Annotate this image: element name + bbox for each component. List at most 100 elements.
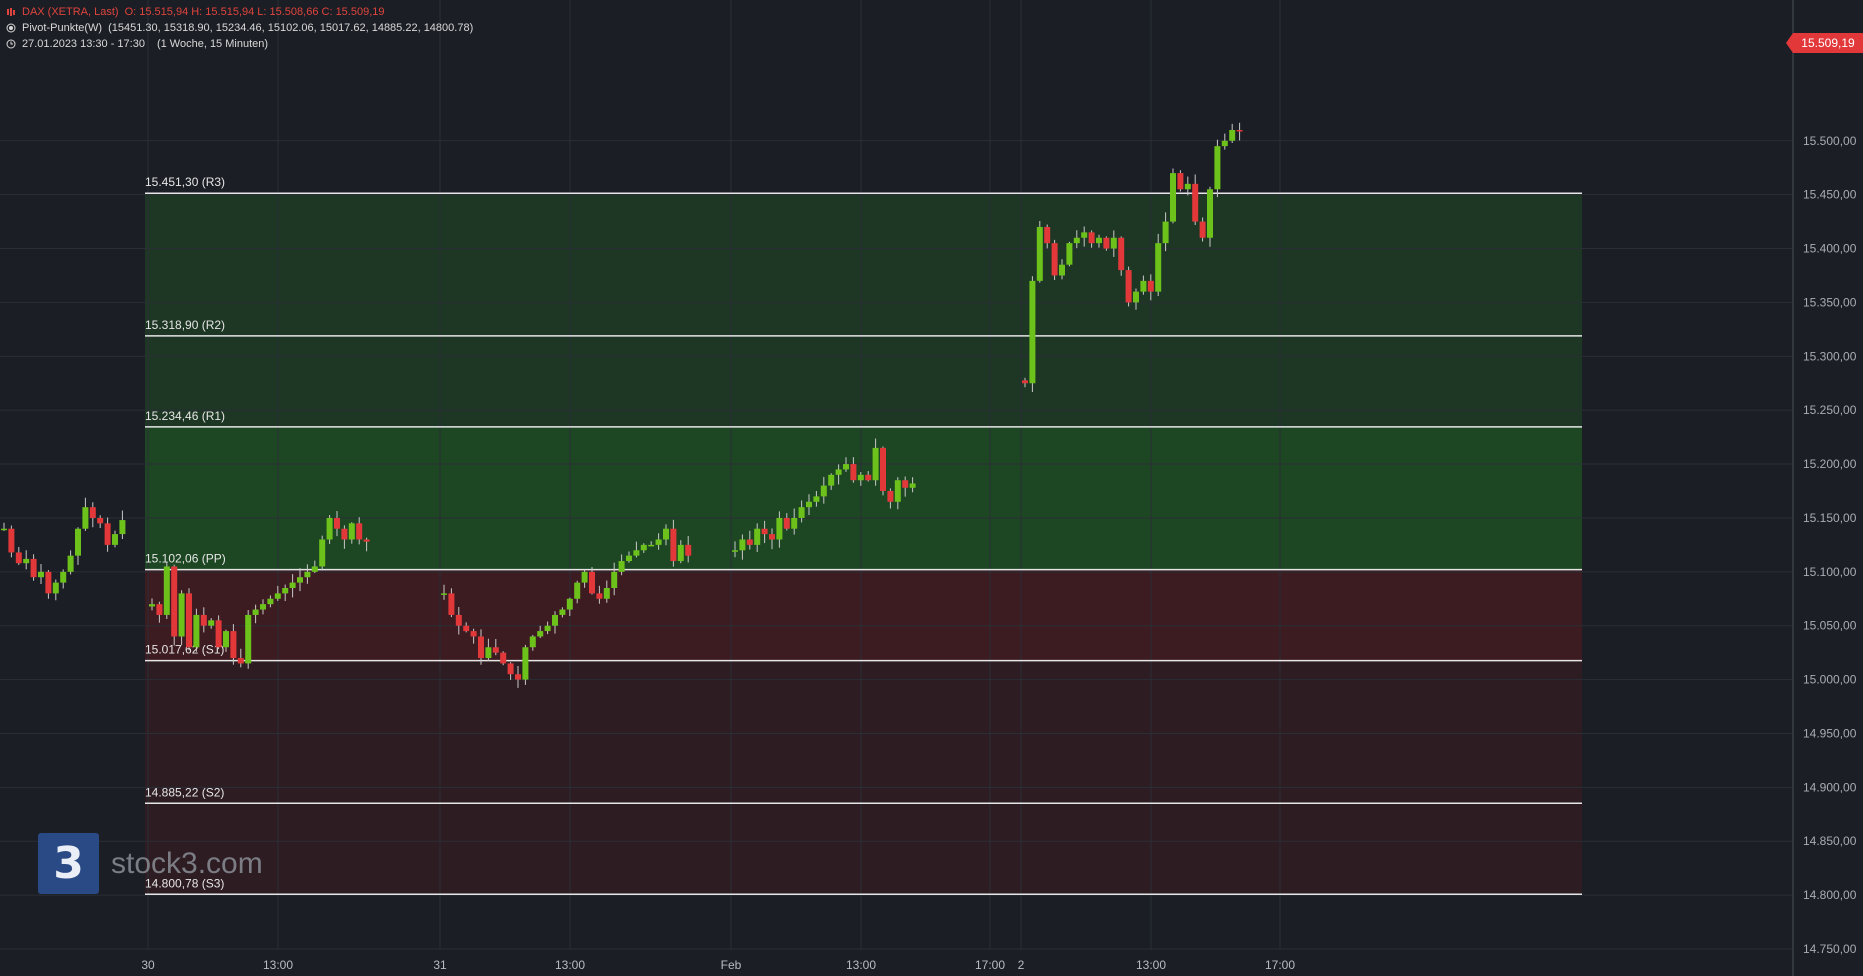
x-axis-label: 17:00 (1265, 958, 1295, 972)
candle-body (828, 474, 835, 486)
candle-body (872, 447, 879, 481)
candle-body (478, 636, 484, 659)
candle-body (89, 507, 96, 518)
candle-body (15, 552, 22, 564)
candle-body (156, 604, 163, 615)
price-axis-label: 15.100,00 (1803, 565, 1857, 579)
x-axis-label: 17:00 (975, 958, 1005, 972)
candle-body (463, 625, 470, 632)
price-axis-label: 14.800,00 (1803, 888, 1857, 902)
candle-body (1029, 280, 1036, 384)
candle-body (1155, 243, 1162, 292)
candle-body (522, 647, 529, 680)
candle-body (769, 534, 775, 540)
candle-body (1059, 264, 1065, 276)
candle-body (648, 544, 655, 547)
period-header: 27.01.2023 13:30 - 17:30 (1 Woche, 15 Mi… (6, 38, 268, 50)
candle-body (30, 558, 37, 578)
last-price-tag: 15.509,19 (1786, 33, 1863, 53)
candle-body (1088, 232, 1095, 244)
candle-body (178, 593, 185, 637)
x-axis-label: 2 (1018, 958, 1025, 972)
candle-body (1184, 183, 1191, 190)
candle-body (1162, 221, 1169, 244)
candle-body (1036, 226, 1043, 281)
candle-body (544, 625, 551, 632)
candle-body (843, 464, 849, 470)
candle-body (1096, 237, 1102, 244)
candle-body (640, 544, 647, 551)
candles (1, 122, 1243, 688)
candle-body (1044, 226, 1051, 244)
candle-body (274, 593, 281, 599)
candle-body (865, 474, 872, 481)
candle-body (581, 571, 588, 583)
candle-body (732, 550, 738, 552)
candle-body (1192, 183, 1199, 222)
price-axis-label: 15.250,00 (1803, 403, 1857, 417)
price-axis-label: 15.000,00 (1803, 673, 1857, 687)
candle-body (267, 598, 274, 605)
x-axis-label: 30 (141, 958, 155, 972)
candle-body (783, 517, 790, 529)
candle-body (208, 620, 215, 626)
pivot-label-r3: 15.451,30 (R3) (145, 175, 225, 189)
candle-body (97, 517, 104, 524)
candle-body (441, 593, 447, 595)
candle-body (1199, 221, 1206, 238)
candle-body (611, 571, 618, 588)
candle-body (1207, 189, 1213, 238)
price-axis-label: 15.200,00 (1803, 457, 1857, 471)
candle-body (761, 528, 768, 535)
candle-body (1125, 270, 1132, 303)
stock3-logo: 3 stock3.com (38, 833, 263, 894)
candle-body (67, 555, 74, 572)
candle-body (363, 539, 370, 542)
zone-pp-s1 (145, 569, 1582, 661)
price-axis-label: 15.050,00 (1803, 619, 1857, 633)
candle-body (507, 663, 514, 675)
candle-body (739, 539, 746, 551)
candle-body (887, 491, 894, 502)
candle-body (677, 544, 684, 562)
candle-body (1118, 237, 1125, 271)
candle-body (52, 582, 59, 594)
candle-body (193, 614, 200, 648)
candle-body (1177, 173, 1184, 190)
pivot-label-r2: 15.318,90 (R2) (145, 318, 225, 332)
candle-body (589, 571, 595, 594)
candle-body (1221, 140, 1228, 147)
zone-r1-pp (145, 426, 1582, 570)
candle-body (112, 534, 118, 545)
candle-body (1081, 232, 1088, 238)
radio-indicator-icon[interactable] (6, 23, 16, 33)
candle-body (45, 571, 52, 594)
price-axis-label: 14.950,00 (1803, 726, 1857, 740)
candle-body (1073, 237, 1080, 244)
price-axis-label: 15.450,00 (1803, 188, 1857, 202)
candle-body (485, 647, 492, 659)
candle-body (8, 528, 15, 553)
candle-body (163, 566, 170, 615)
candle-body (1103, 237, 1110, 249)
x-axis-label: 13:00 (555, 958, 585, 972)
price-axis-label: 15.350,00 (1803, 295, 1857, 309)
price-axis-panel (1793, 0, 1863, 976)
candle-body (297, 577, 303, 583)
candle-body (806, 501, 812, 508)
candle-body (470, 631, 477, 637)
candle-body (289, 582, 296, 588)
indicator-values: (15451.30, 15318.90, 15234.46, 15102.06,… (108, 22, 474, 34)
candle-body (857, 474, 864, 481)
candle-body (820, 485, 827, 497)
candle-body (186, 593, 192, 648)
candle-body (655, 539, 662, 545)
candle-body (171, 566, 178, 637)
candle-body (23, 558, 30, 564)
candle-body (38, 571, 44, 578)
stock3-logo-mark: 3 (38, 833, 99, 894)
candle-body (1133, 291, 1139, 303)
candle-body (334, 517, 340, 529)
